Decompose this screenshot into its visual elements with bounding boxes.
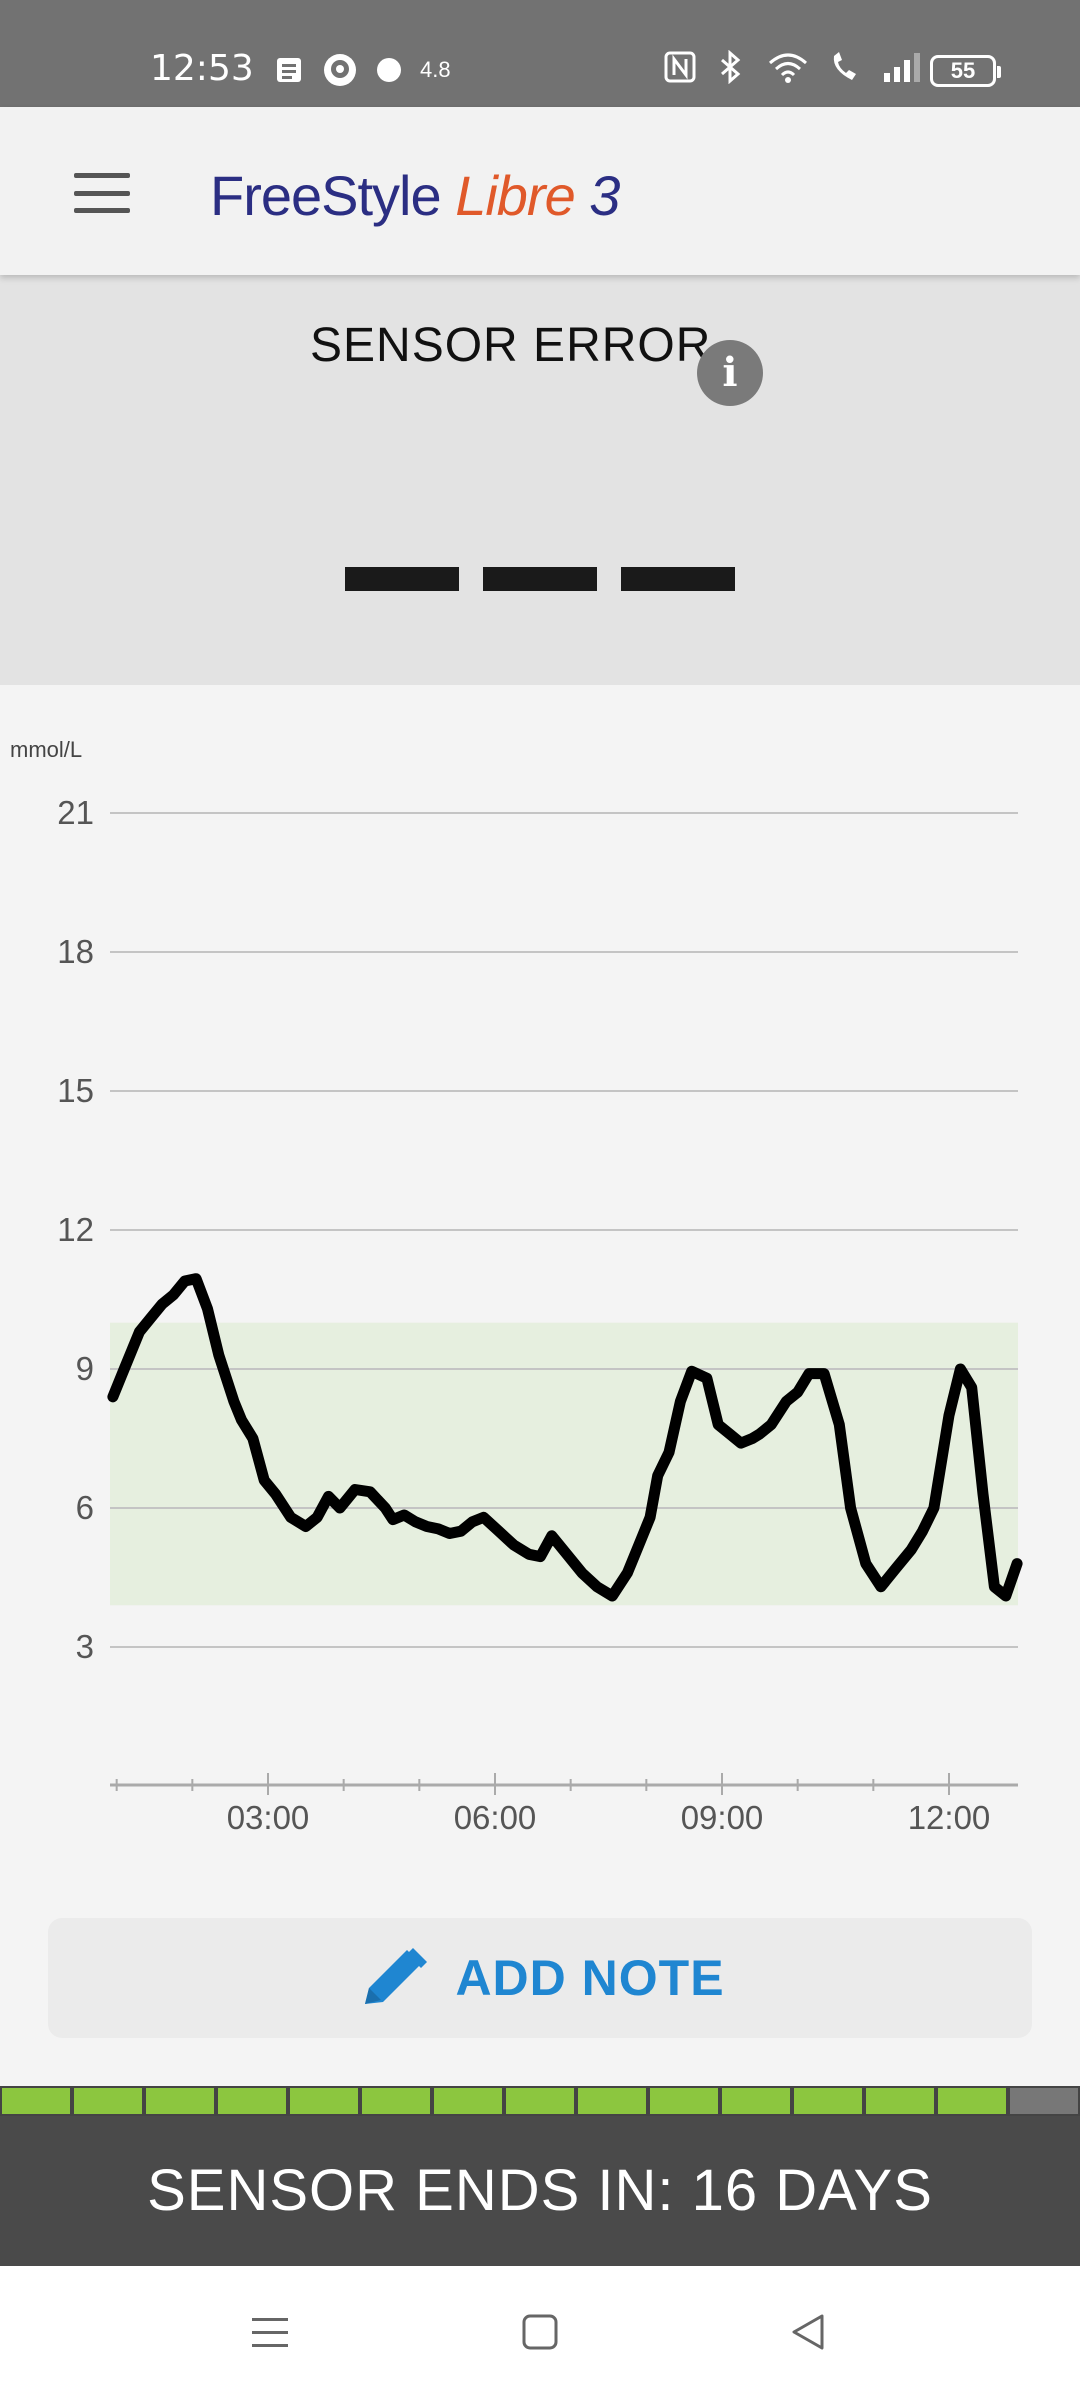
pencil-icon bbox=[365, 1948, 428, 2004]
y-tick-label: 12 bbox=[57, 1211, 94, 1248]
logo-three: 3 bbox=[589, 164, 620, 227]
sensor-day-segment-used bbox=[74, 2088, 142, 2114]
home-icon[interactable] bbox=[518, 2308, 562, 2356]
glucose-chart: mmol/L 21 18 15 12 9 6 3 03:00 06:00 09:00 12:00 bbox=[0, 685, 1080, 1855]
target-range-band bbox=[110, 1322, 1018, 1606]
sensor-day-segment-remaining bbox=[1010, 2088, 1078, 2114]
menu-line bbox=[74, 208, 130, 213]
x-tick-label: 06:00 bbox=[454, 1799, 537, 1836]
sensor-day-segment-used bbox=[866, 2088, 934, 2114]
sensor-day-segment-used bbox=[650, 2088, 718, 2114]
status-bar: 12:53 4.8 55 bbox=[0, 0, 1080, 107]
add-note-label: ADD NOTE bbox=[455, 1950, 725, 2006]
sensor-life-progress bbox=[0, 2086, 1080, 2116]
y-tick-label: 21 bbox=[57, 794, 94, 831]
wifi-calling-icon bbox=[833, 52, 856, 80]
sensor-day-segment-used bbox=[938, 2088, 1006, 2114]
signal-icon bbox=[884, 53, 920, 82]
sensor-day-segment-used bbox=[2, 2088, 70, 2114]
nfc-icon bbox=[664, 51, 696, 83]
glucose-value-placeholder bbox=[345, 567, 735, 591]
sensor-day-segment-used bbox=[218, 2088, 286, 2114]
value-dash bbox=[621, 567, 735, 591]
y-axis-label: mmol/L bbox=[10, 737, 82, 762]
sensor-day-segment-used bbox=[722, 2088, 790, 2114]
value-dash bbox=[345, 567, 459, 591]
y-tick-label: 18 bbox=[57, 933, 94, 970]
sensor-day-segment-used bbox=[578, 2088, 646, 2114]
menu-line bbox=[74, 173, 130, 178]
add-note-button[interactable]: ADD NOTE bbox=[48, 1918, 1032, 2038]
y-tick-label: 9 bbox=[76, 1350, 94, 1387]
sensor-day-segment-used bbox=[506, 2088, 574, 2114]
x-tick-label: 03:00 bbox=[227, 1799, 310, 1836]
sensor-day-segment-used bbox=[362, 2088, 430, 2114]
sensor-day-segment-used bbox=[146, 2088, 214, 2114]
glucose-reading-panel: SENSOR ERROR i bbox=[0, 275, 1080, 685]
info-icon[interactable]: i bbox=[697, 340, 763, 406]
logo-libre: Libre bbox=[455, 164, 576, 227]
back-icon[interactable] bbox=[786, 2308, 830, 2356]
sensor-day-segment-used bbox=[290, 2088, 358, 2114]
y-tick-label: 15 bbox=[57, 1072, 94, 1109]
dot-icon bbox=[377, 58, 401, 82]
notification-icons: 4.8 bbox=[274, 52, 451, 88]
menu-icon[interactable] bbox=[248, 2308, 292, 2356]
sensor-ends-banner: SENSOR ENDS IN: 16 DAYS bbox=[0, 2116, 1080, 2266]
hamburger-menu-button[interactable] bbox=[74, 173, 130, 213]
system-nav-bar bbox=[0, 2266, 1080, 2400]
sensor-day-segment-used bbox=[794, 2088, 862, 2114]
sensor-day-segment-used bbox=[434, 2088, 502, 2114]
y-tick-label: 3 bbox=[76, 1628, 94, 1665]
bluetooth-icon bbox=[721, 50, 741, 84]
status-time: 12:53 bbox=[150, 48, 254, 89]
notification-list-icon bbox=[277, 58, 301, 82]
y-tick-label: 6 bbox=[76, 1489, 94, 1526]
x-tick-label: 12:00 bbox=[908, 1799, 991, 1836]
menu-line bbox=[74, 190, 130, 196]
sensor-error-title: SENSOR ERROR bbox=[310, 319, 712, 372]
app-header: FreeStyle Libre 3 bbox=[0, 107, 1080, 275]
wifi-icon bbox=[769, 53, 807, 83]
battery-indicator: 55 bbox=[930, 55, 1001, 87]
value-dash bbox=[483, 567, 597, 591]
system-icons bbox=[664, 50, 922, 84]
glucose-line bbox=[107, 1273, 1023, 1602]
x-tick-label: 09:00 bbox=[681, 1799, 764, 1836]
logo-freestyle: FreeStyle bbox=[210, 164, 442, 227]
network-speed: 4.8 bbox=[420, 57, 451, 82]
freestyle-libre-logo: FreeStyle Libre 3 bbox=[210, 163, 620, 228]
dexcom-app-icon bbox=[324, 54, 356, 86]
glucose-chart-svg: mmol/L 21 18 15 12 9 6 3 03:00 06:00 09:00 12:00 bbox=[10, 737, 1023, 1836]
